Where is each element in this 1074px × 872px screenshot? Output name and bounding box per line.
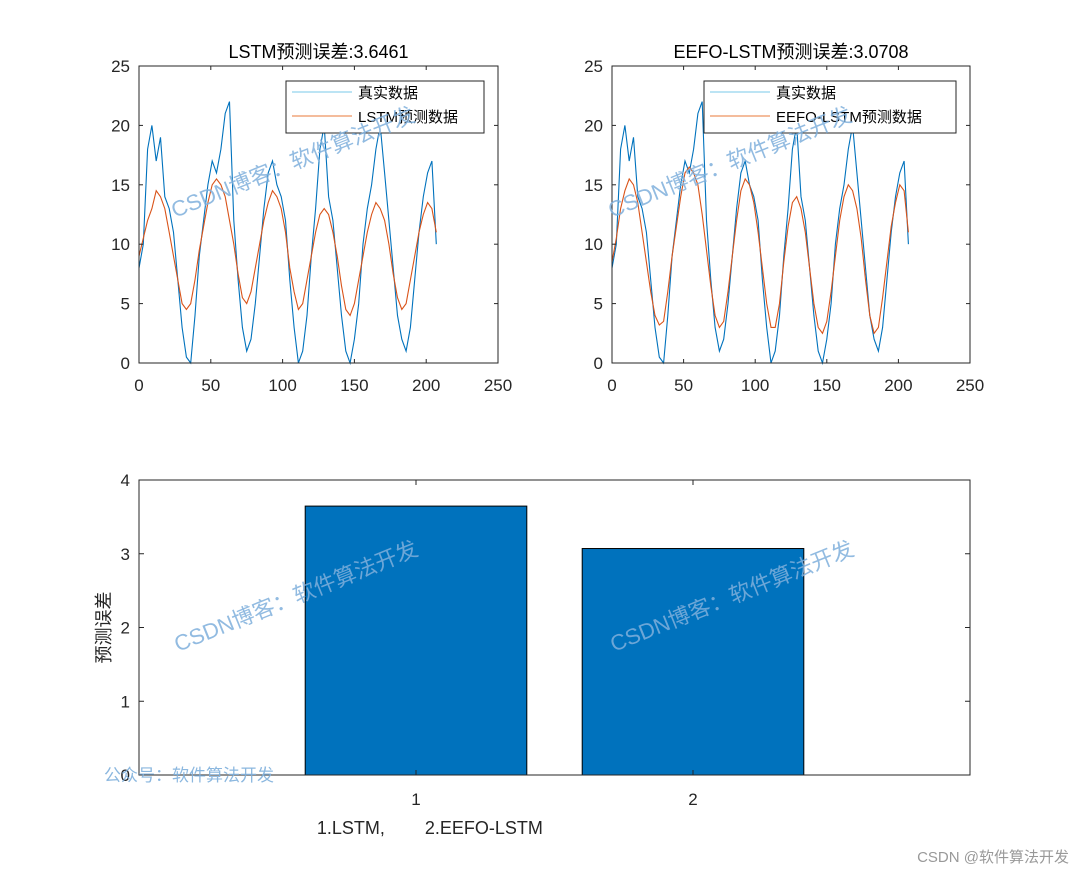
x-axis-label: 1.LSTM, 2.EEFO-LSTM — [317, 818, 543, 838]
legend-label: 真实数据 — [776, 84, 836, 102]
footer-watermark: CSDN @软件算法开发 — [917, 848, 1069, 866]
y-tick-label: 4 — [121, 471, 130, 490]
plot-title: EEFO-LSTM预测误差:3.0708 — [673, 42, 908, 62]
x-tick-label: 50 — [674, 376, 693, 395]
legend-box — [703, 80, 957, 134]
x-tick-label: 1 — [411, 790, 420, 809]
x-tick-label: 50 — [201, 376, 220, 395]
x-tick-label: 150 — [813, 376, 841, 395]
y-tick-label: 0 — [594, 354, 603, 373]
watermark-official: 公众号：软件算法开发 — [104, 766, 274, 785]
x-tick-label: 100 — [268, 376, 296, 395]
y-tick-label: 25 — [584, 57, 603, 76]
y-tick-label: 2 — [121, 619, 130, 638]
y-tick-label: 0 — [121, 354, 130, 373]
y-tick-label: 15 — [584, 176, 603, 195]
series-line-predicted — [611, 166, 909, 335]
axes-box — [611, 65, 971, 364]
lstm-line-plot: 0 50 100 150 200 250 0 5 10 15 20 25 LSTM预测误差:3.6461… — [111, 42, 512, 395]
y-tick-label: 15 — [111, 176, 130, 195]
x-tick-label: 150 — [340, 376, 368, 395]
legend-label: EEFO-LSTM预测数据 — [776, 109, 922, 126]
error-bar-chart: 1 2 0 1 2 3 4 预测误差 1.LSTM, 2.EEFO-LSTM — [94, 471, 971, 838]
plot-title: LSTM预测误差:3.6461 — [228, 42, 408, 62]
y-axis-label: 预测误差 — [94, 592, 114, 664]
x-tick-label: 250 — [956, 376, 984, 395]
eefo-lstm-line-plot: 0 50 100 150 200 250 0 5 10 15 20 25 EEFO-LSTM预测误差:3… — [584, 42, 984, 395]
y-tick-label: 10 — [111, 235, 130, 254]
legend-label: 真实数据 — [358, 84, 418, 102]
y-tick-label: 10 — [584, 235, 603, 254]
y-tick-label: 20 — [584, 116, 603, 135]
y-tick-label: 20 — [111, 116, 130, 135]
axes-background — [139, 480, 970, 775]
y-tick-label: 1 — [121, 692, 130, 711]
x-tick-label: 2 — [688, 790, 697, 809]
y-tick-label: 25 — [111, 57, 130, 76]
x-tick-label: 0 — [134, 376, 143, 395]
x-tick-label: 0 — [607, 376, 616, 395]
x-tick-label: 200 — [884, 376, 912, 395]
x-tick-label: 250 — [484, 376, 512, 395]
y-tick-label: 5 — [594, 295, 603, 314]
y-tick-label: 3 — [121, 545, 130, 564]
bar-2 — [581, 548, 805, 776]
x-tick-label: 200 — [412, 376, 440, 395]
legend-label: LSTM预测数据 — [358, 109, 458, 126]
y-tick-label: 5 — [121, 295, 130, 314]
series-line-predicted — [138, 177, 437, 317]
bar-1 — [304, 505, 528, 776]
x-tick-label: 100 — [741, 376, 769, 395]
axes-box — [138, 65, 499, 364]
legend-box — [285, 80, 485, 134]
y-tick-label: 0 — [121, 766, 130, 785]
